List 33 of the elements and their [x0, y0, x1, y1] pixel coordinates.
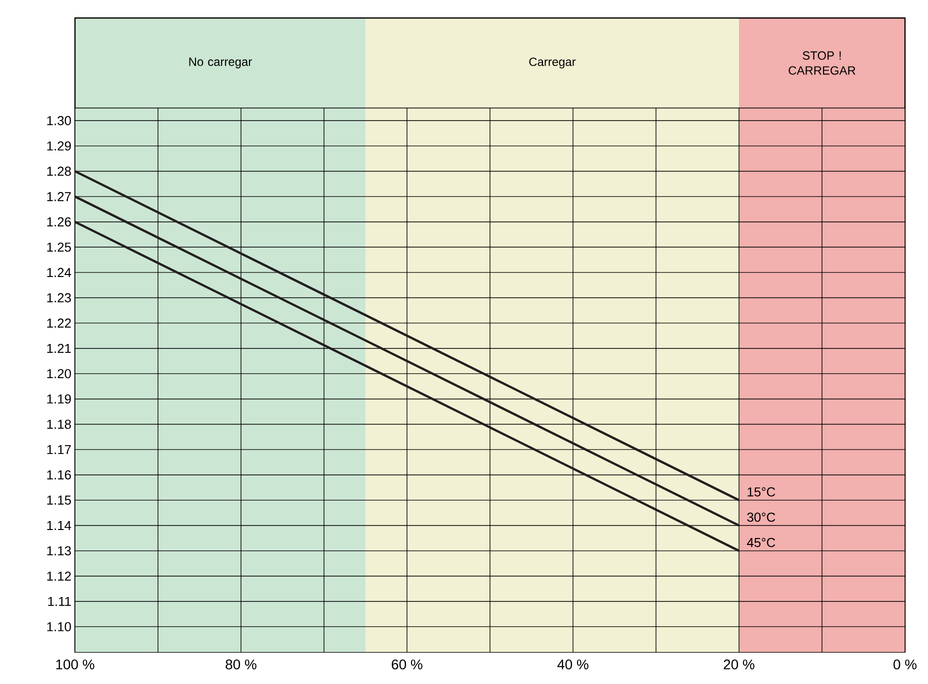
band-label: STOP ! CARREGAR	[788, 51, 856, 75]
y-tick-label: 1.25	[47, 242, 71, 252]
y-tick-label: 1.28	[47, 166, 71, 176]
y-tick-label: 1.27	[47, 192, 71, 202]
x-tick-label: 80 %	[226, 660, 256, 670]
y-tick-label: 1.15	[47, 496, 71, 505]
y-tick-label: 1.29	[47, 141, 71, 151]
x-tick-label: 100 %	[56, 660, 94, 670]
series-label: 15°C	[748, 487, 776, 496]
series-label: 45°C	[746, 538, 776, 548]
y-tick-label: 1.11	[48, 596, 71, 606]
series-label: 30°C	[747, 512, 776, 522]
band-label: Carregar	[529, 58, 576, 68]
y-tick-label: 1.20	[47, 369, 71, 378]
x-tick-label: 40 %	[557, 660, 588, 670]
y-tick-label: 1.23	[47, 293, 71, 302]
y-tick-label: 1.16	[47, 470, 71, 480]
y-tick-label: 1.13	[47, 546, 71, 556]
x-tick-label: 60 %	[392, 660, 422, 670]
y-tick-label: 1.18	[47, 420, 71, 429]
y-tick-label: 1.21	[47, 344, 71, 353]
y-tick-label: 1.22	[47, 318, 71, 328]
band-label: No carregar	[189, 58, 252, 68]
y-tick-label: 1.17	[47, 445, 71, 454]
y-tick-label: 1.12	[47, 572, 71, 581]
x-tick-label: 20 %	[724, 660, 754, 670]
y-tick-label: 1.26	[47, 217, 71, 226]
x-tick-label: 0 %	[894, 660, 917, 670]
y-tick-label: 1.19	[47, 394, 71, 404]
y-tick-label: 1.24	[47, 268, 72, 277]
y-tick-label: 1.10	[47, 622, 71, 632]
y-tick-label: 1.30	[47, 116, 71, 126]
y-tick-label: 1.14	[47, 521, 72, 530]
